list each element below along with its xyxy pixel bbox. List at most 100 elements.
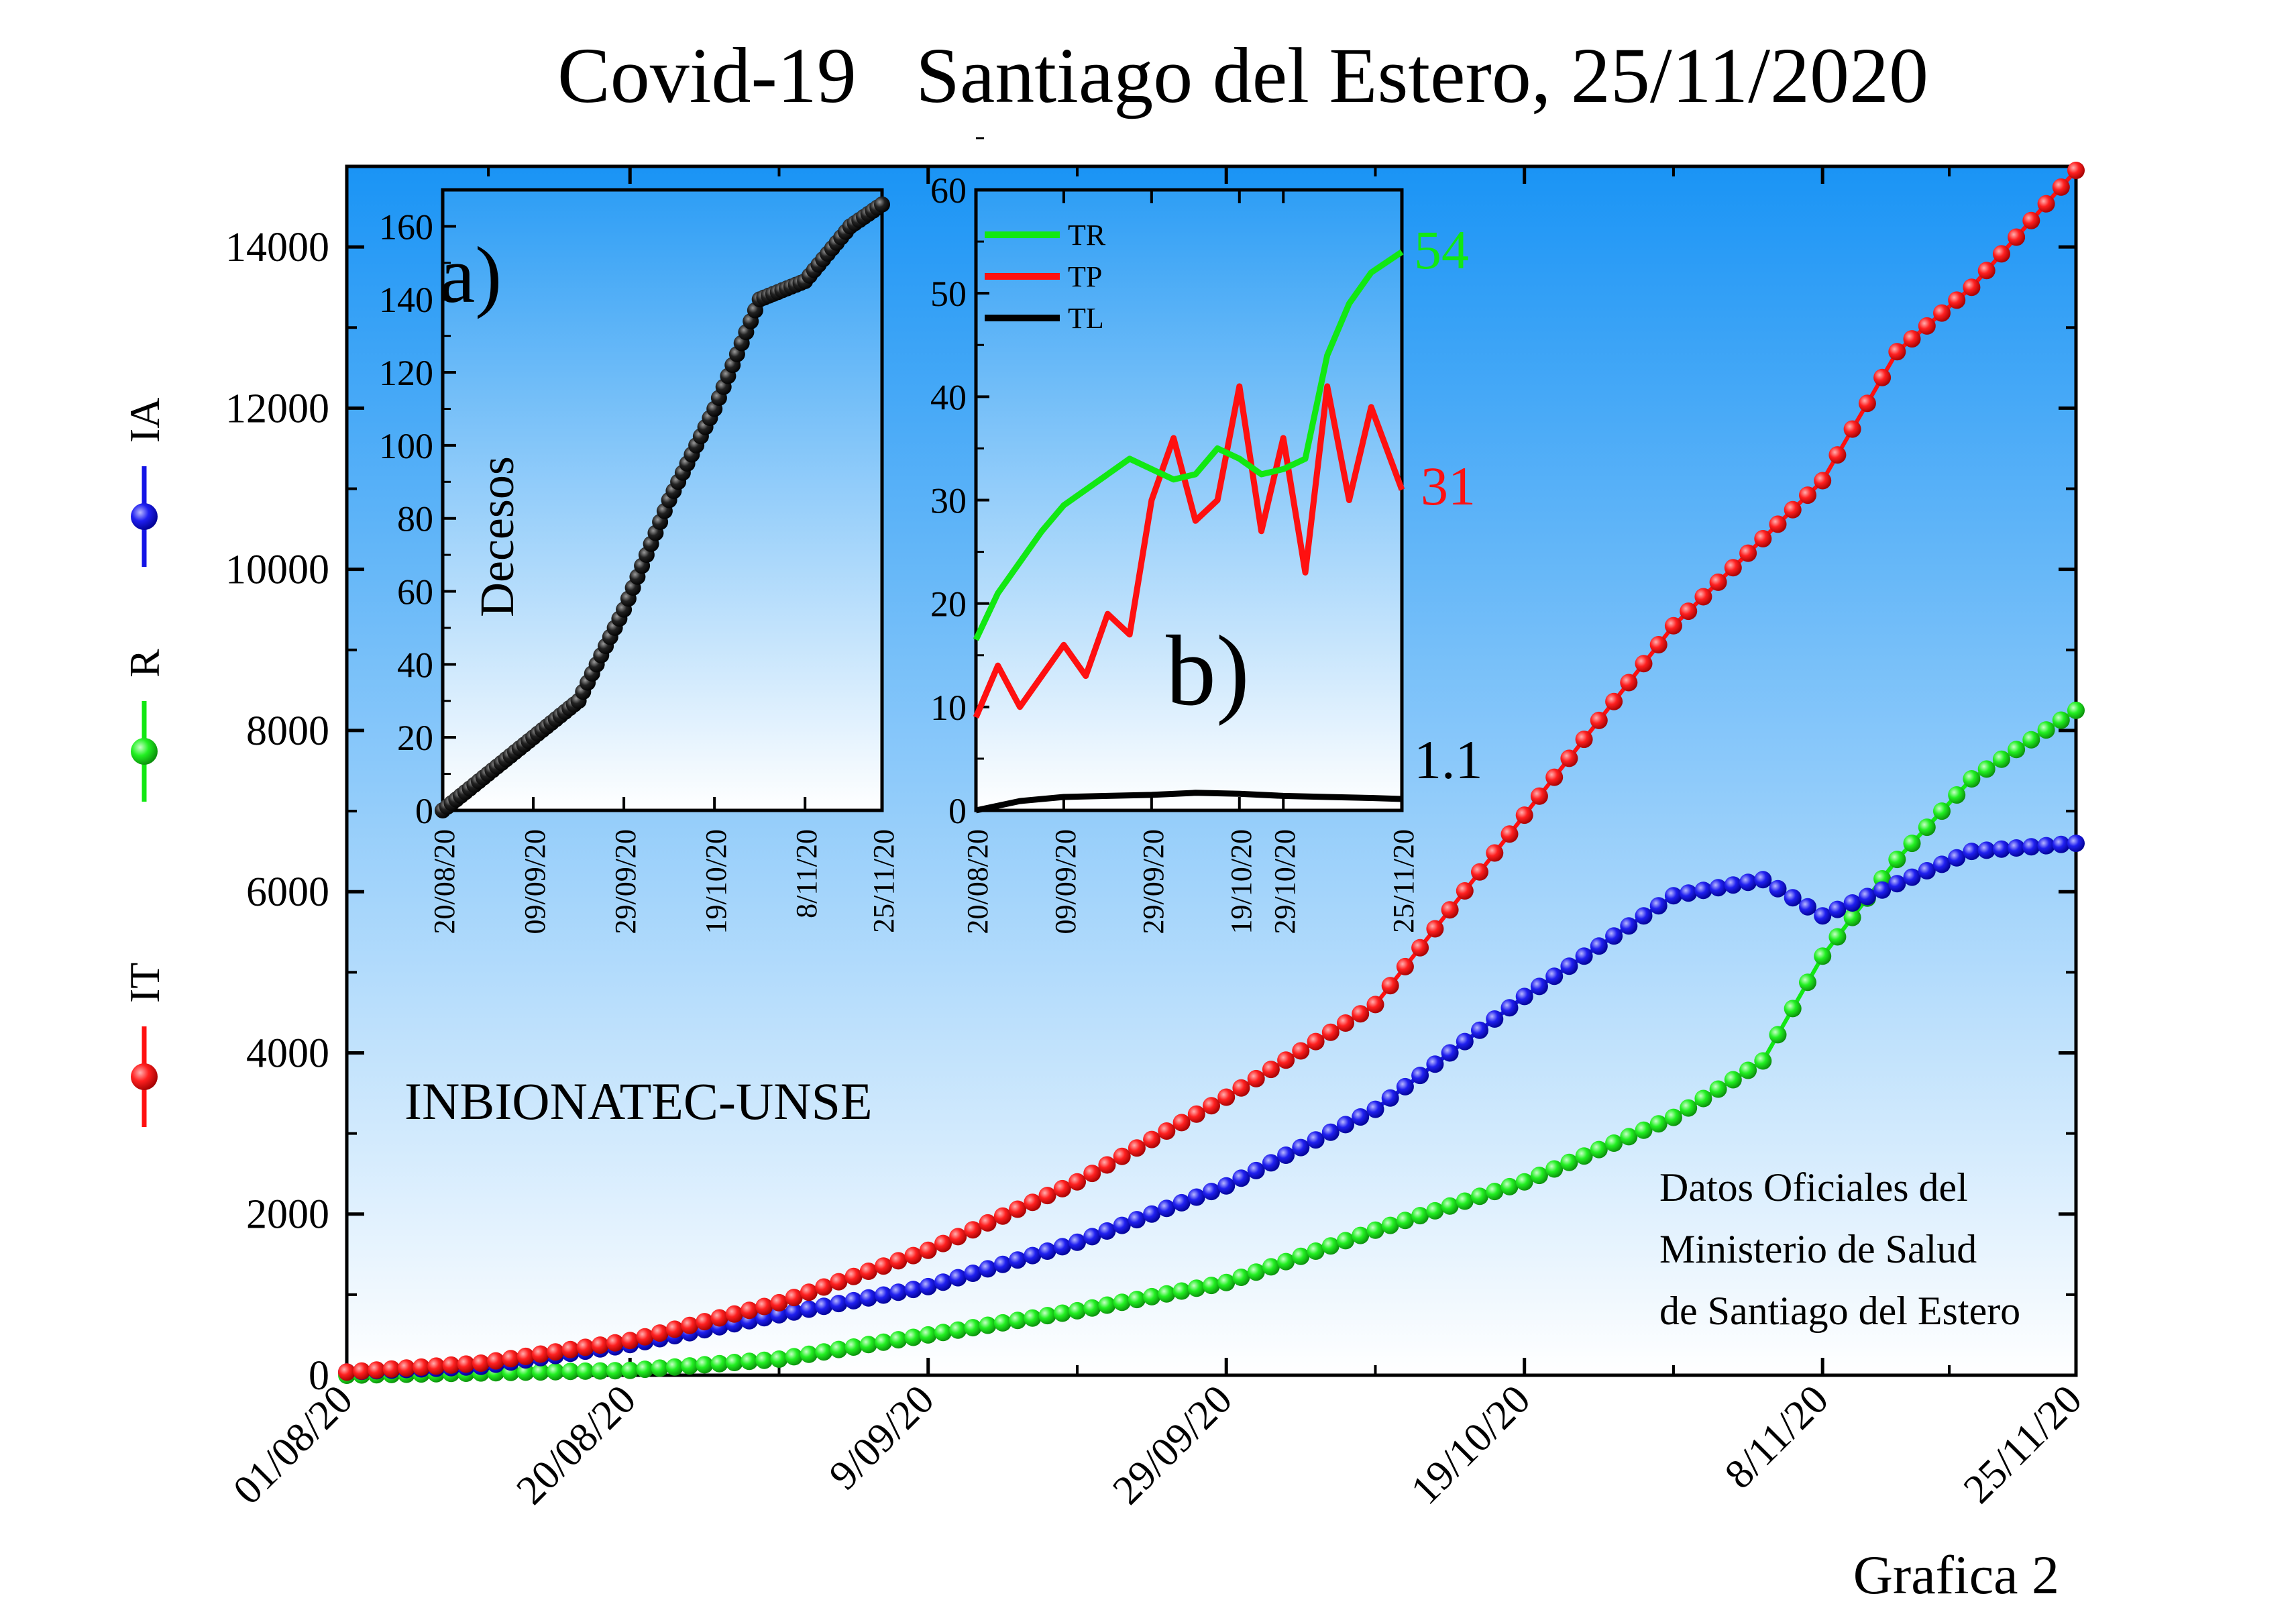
point-IT: [993, 1207, 1012, 1225]
point-IT: [1247, 1069, 1265, 1087]
point-IT: [949, 1228, 967, 1246]
inset-b-x-tick-label: 29/10/20: [1268, 829, 1301, 934]
point-IA: [2022, 838, 2040, 856]
point-IT: [353, 1362, 371, 1380]
point-IA: [1799, 898, 1816, 916]
point-R: [665, 1358, 684, 1376]
point-IT: [1232, 1079, 1250, 1097]
point-IA: [1545, 967, 1564, 985]
point-R: [800, 1345, 818, 1363]
point-IA: [1172, 1193, 1191, 1212]
point-IT: [1456, 882, 1474, 900]
point-IA: [1277, 1146, 1295, 1164]
point-IT: [696, 1313, 714, 1331]
x-tick-label: 25/11/20: [1955, 1377, 2091, 1512]
point-IT: [1172, 1114, 1191, 1132]
x-tick-label: 9/09/20: [821, 1377, 943, 1499]
point-R: [1187, 1279, 1205, 1297]
inset-b-y-tick-label: 10: [930, 688, 967, 728]
point-IT: [1366, 996, 1384, 1014]
point-R: [889, 1331, 908, 1349]
point-IA: [1605, 927, 1623, 945]
point-IA: [1709, 879, 1727, 897]
point-IT: [1754, 530, 1772, 547]
inset-b-end-label-TR: 54: [1414, 219, 1469, 280]
point-IA: [1888, 875, 1906, 893]
point-IT: [1992, 245, 2010, 263]
point-IT: [1262, 1061, 1280, 1079]
point-IT: [1784, 500, 1802, 519]
point-R: [1724, 1071, 1742, 1089]
point-IT: [1515, 806, 1533, 824]
point-IT: [2022, 211, 2040, 229]
y-tick-label: 6000: [246, 869, 329, 915]
point-IA: [1590, 937, 1608, 955]
inset-a-ylabel: Decesos: [470, 456, 524, 617]
point-R: [1605, 1134, 1623, 1152]
point-R: [1128, 1291, 1146, 1309]
point-IT: [472, 1354, 490, 1372]
point-IA: [830, 1295, 848, 1313]
point-R: [919, 1326, 937, 1344]
point-IT: [1635, 655, 1653, 673]
inset-b-y-tick-label: 0: [948, 791, 967, 831]
point-R: [815, 1343, 833, 1361]
point-IT: [1843, 420, 1861, 438]
point-IT: [487, 1352, 505, 1370]
point-IT: [1411, 939, 1429, 957]
point-R: [576, 1362, 594, 1380]
point-R: [1113, 1293, 1131, 1312]
point-IT: [1977, 262, 1996, 280]
point-R: [755, 1351, 773, 1369]
legend-label-IT: IT: [121, 963, 168, 1003]
inset-a-y-tick-label: 0: [415, 791, 433, 831]
point-IT: [1024, 1193, 1042, 1212]
point-IT: [1903, 330, 1921, 348]
point-IT: [800, 1283, 818, 1301]
point-R: [1262, 1258, 1280, 1276]
point-IA: [1217, 1177, 1236, 1195]
point-IT: [1605, 692, 1623, 710]
point-R: [636, 1360, 654, 1379]
point-IA: [1158, 1199, 1176, 1218]
inset-a-x-tick-label: 20/08/20: [428, 829, 461, 934]
inset-a-y-tick-label: 20: [397, 718, 433, 758]
point-IA: [1828, 900, 1847, 918]
point-IT: [770, 1293, 788, 1312]
point-R: [1963, 770, 1981, 788]
point-IA: [2052, 835, 2070, 853]
point-R: [1366, 1221, 1384, 1239]
point-R: [1337, 1232, 1354, 1250]
point-IT: [442, 1356, 460, 1374]
point-R: [1709, 1080, 1727, 1098]
inset-a-y-tick-label: 160: [379, 207, 433, 247]
point-IA: [1530, 977, 1548, 996]
point-IA: [1098, 1222, 1116, 1240]
point-IT: [1098, 1156, 1116, 1174]
point-R: [1024, 1309, 1042, 1327]
inset-a-x-tick-label: 09/09/20: [518, 829, 551, 934]
point-R: [1664, 1108, 1682, 1126]
point-IA: [993, 1255, 1012, 1273]
legend-label-R: R: [121, 649, 168, 678]
point-R: [516, 1363, 535, 1381]
point-R: [1038, 1307, 1056, 1325]
point-IA: [1843, 894, 1861, 912]
point-R: [1888, 851, 1906, 869]
point-R: [2008, 741, 2026, 759]
point-R: [1769, 1026, 1787, 1044]
source-note-line-2: Ministerio de Salud: [1659, 1227, 1977, 1271]
point-IT: [1590, 711, 1608, 729]
point-IA: [1784, 889, 1802, 907]
point-R: [1649, 1115, 1668, 1133]
point-R: [1903, 835, 1921, 853]
main-series: [338, 162, 2085, 1384]
inset-a-x-tick-label: 19/10/20: [700, 829, 732, 934]
point-IT: [1724, 559, 1742, 577]
inset-b-y-tick-label: 30: [930, 481, 967, 521]
point-R: [1069, 1301, 1086, 1320]
point-IA: [1083, 1228, 1101, 1246]
point-R: [1814, 947, 1832, 965]
source-note-line-1: Datos Oficiales del: [1659, 1165, 1968, 1210]
